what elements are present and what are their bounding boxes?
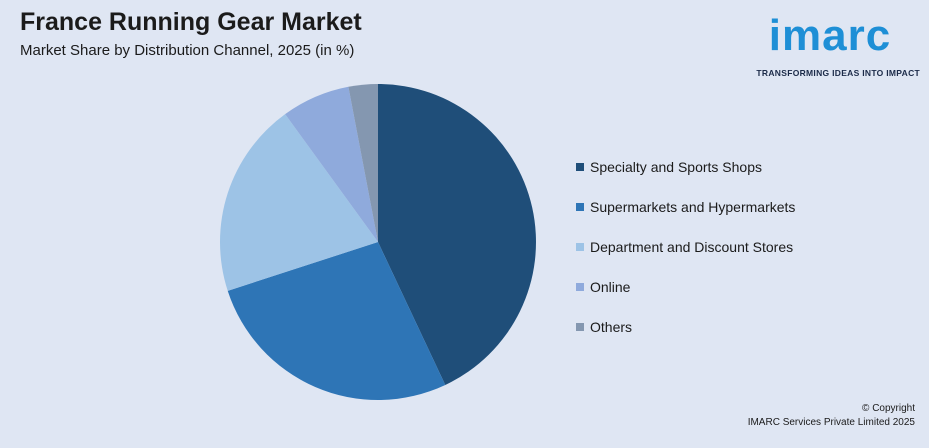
legend-swatch <box>576 243 584 251</box>
legend-swatch <box>576 203 584 211</box>
copyright-company: IMARC Services Private Limited 2025 <box>747 417 915 428</box>
copyright-line: © Copyright <box>862 403 915 414</box>
legend-item-others: Others <box>576 317 795 337</box>
imarc-logo: imarc TRANSFORMING IDEAS INTO IMPACT <box>740 6 920 78</box>
copyright-notice: © Copyright IMARC Services Private Limit… <box>748 402 915 430</box>
legend-label: Online <box>590 279 631 295</box>
pie-slice-supermarkets-and-hypermarkets <box>227 242 446 400</box>
legend-item-online: Online <box>576 277 795 297</box>
legend-swatch <box>576 163 584 171</box>
pie-slice-specialty-and-sports-shops <box>378 84 536 385</box>
chart-title: France Running Gear Market <box>20 8 362 36</box>
pie-slice-others <box>348 84 378 242</box>
legend-label: Others <box>590 319 633 335</box>
pie-slice-online <box>285 86 378 242</box>
legend-swatch <box>576 283 584 291</box>
chart-subtitle: Market Share by Distribution Channel, 20… <box>20 42 355 59</box>
pie-slice-department-and-discount-stores <box>220 114 378 291</box>
legend-item-supermarkets: Supermarkets and Hypermarkets <box>576 197 795 217</box>
legend-item-department: Department and Discount Stores <box>576 237 795 257</box>
legend-swatch <box>576 323 584 331</box>
legend-label: Supermarkets and Hypermarkets <box>590 199 796 215</box>
legend-item-specialty: Specialty and Sports Shops <box>576 157 795 177</box>
logo-wordmark: imarc <box>768 11 892 60</box>
chart-legend: Specialty and Sports Shops Supermarkets … <box>576 157 795 357</box>
logo-tagline: TRANSFORMING IDEAS INTO IMPACT <box>756 68 920 78</box>
legend-label: Specialty and Sports Shops <box>590 159 762 175</box>
legend-label: Department and Discount Stores <box>590 239 794 255</box>
